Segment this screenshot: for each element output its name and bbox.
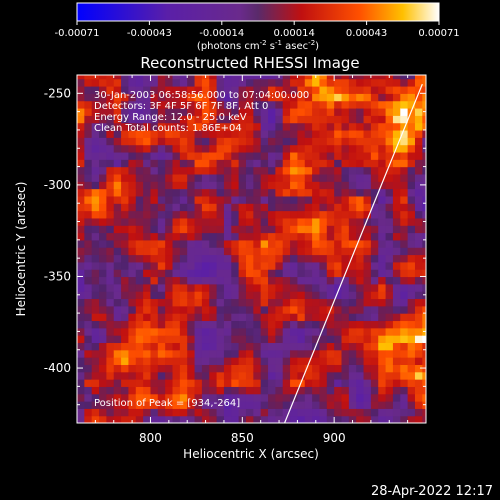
y-tick-label: -350	[44, 269, 71, 283]
heatmap-area	[77, 75, 426, 423]
colorbar-tick-label: -0.00043	[127, 28, 172, 39]
colorbar-tick-label: 0.00014	[274, 28, 315, 39]
colorbar	[77, 3, 439, 21]
colorbar-tick-label: 0.00071	[418, 28, 459, 39]
x-axis: 800 850 900	[94, 75, 427, 445]
timestamp: 28-Apr-2022 12:17	[371, 484, 493, 499]
x-tick-label: 850	[231, 431, 254, 445]
y-tick-label: -400	[44, 361, 71, 375]
annotation-energy: Energy Range: 12.0 - 25.0 keV	[94, 112, 247, 123]
annotation-detectors: Detectors: 3F 4F 5F 6F 7F 8F, Att 0	[94, 101, 268, 112]
colorbar-tick-label: -0.00014	[199, 28, 244, 39]
x-tick-label: 900	[323, 431, 346, 445]
colorbar-unit: (photons cm-2 s-1 asec-2)	[197, 39, 319, 52]
peak-label: Position of Peak = [934,-264]	[94, 398, 240, 409]
plot-frame	[76, 74, 427, 424]
annotations: 30-Jan-2003 06:58:56.000 to 07:04:00.000…	[94, 90, 309, 409]
limb-line	[284, 83, 423, 423]
y-axis: -400 -350 -300 -250	[44, 74, 426, 406]
annotation-time: 30-Jan-2003 06:58:56.000 to 07:04:00.000	[94, 90, 309, 101]
chart-title: Reconstructed RHESSI Image	[140, 54, 359, 72]
x-tick-label: 800	[139, 431, 162, 445]
colorbar-tick-label: -0.00071	[55, 28, 100, 39]
x-axis-label: Heliocentric X (arcsec)	[183, 447, 319, 461]
y-tick-label: -300	[44, 178, 71, 192]
annotation-counts: Clean Total counts: 1.86E+04	[94, 123, 242, 134]
colorbar-ticks: -0.00071 -0.00043 -0.00014 0.00014 0.00043 0.…	[55, 21, 460, 39]
y-axis-label: Heliocentric Y (arcsec)	[14, 182, 28, 317]
colorbar-tick-label: 0.00043	[346, 28, 387, 39]
y-tick-label: -250	[44, 86, 71, 100]
